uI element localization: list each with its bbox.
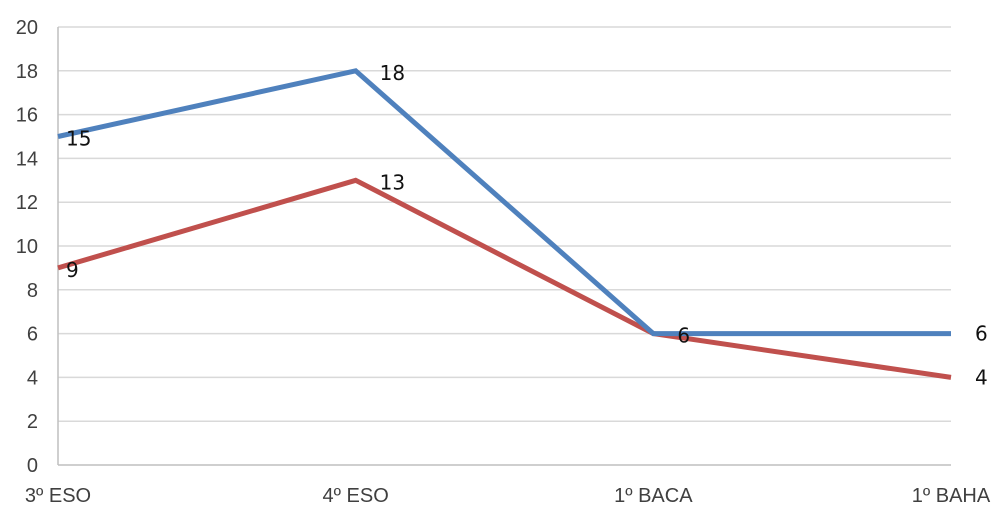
series-lines [57,68,952,380]
data-labels: 15 18 6 6 9 13 4 [66,61,988,390]
y-tick-label: 2 [27,411,38,433]
y-tick-label: 6 [27,324,38,346]
data-label-series-1: 6 [975,322,988,346]
data-label-series-1: 18 [380,61,405,85]
x-tick-label: 4º ESO [323,485,389,505]
y-tick-label: 8 [27,280,38,302]
series-line-2 [57,177,952,380]
axes: 0 2 4 6 8 10 12 14 16 18 20 3º ESO 4º ESO 1º BACA 1º B… [16,17,991,507]
gridlines [58,26,951,422]
y-tick-label: 14 [16,148,38,170]
data-label-series-1: 15 [66,127,91,151]
y-tick-label: 10 [16,236,38,258]
y-tick-label: 0 [27,455,38,477]
y-tick-label: 4 [27,367,38,389]
data-label-series-1: 6 [677,324,690,348]
x-tick-label: 1º BACA [614,485,693,505]
x-tick-label: 3º ESO [25,485,91,505]
y-tick-label: 20 [16,17,38,39]
y-tick-label: 16 [16,105,38,127]
data-label-series-2: 13 [380,170,405,194]
y-tick-label: 18 [16,61,38,83]
x-tick-label: 1º BAHA [912,485,991,505]
data-label-series-2: 4 [975,365,988,389]
data-label-series-2: 9 [66,258,79,282]
series-line-1 [57,68,951,337]
y-tick-label: 12 [16,192,38,214]
